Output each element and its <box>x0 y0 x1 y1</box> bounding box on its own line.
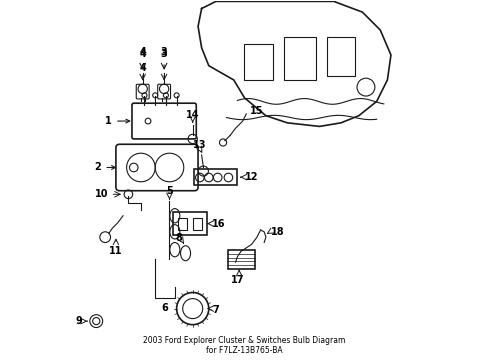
Text: 17: 17 <box>230 275 244 285</box>
Text: 15: 15 <box>249 107 263 116</box>
Text: 8: 8 <box>175 233 182 243</box>
Text: 4: 4 <box>139 63 146 73</box>
Text: 2: 2 <box>95 162 115 172</box>
Text: 3: 3 <box>161 47 167 57</box>
Bar <box>173 212 206 235</box>
Text: 10: 10 <box>95 189 108 199</box>
Bar <box>178 217 187 230</box>
Text: 11: 11 <box>109 246 122 256</box>
Text: 12: 12 <box>244 172 258 182</box>
Text: 5: 5 <box>166 186 172 196</box>
Bar <box>194 169 237 185</box>
Text: 13: 13 <box>193 140 206 150</box>
Text: 4: 4 <box>139 49 146 59</box>
Text: 7: 7 <box>212 305 219 315</box>
Bar <box>228 249 255 269</box>
Text: 14: 14 <box>185 110 199 120</box>
Text: 4: 4 <box>139 47 146 57</box>
Text: 2003 Ford Explorer Cluster & Switches Bulb Diagram
for F7LZ-13B765-BA: 2003 Ford Explorer Cluster & Switches Bu… <box>143 336 345 355</box>
Text: 18: 18 <box>271 227 285 237</box>
Text: 6: 6 <box>162 303 168 313</box>
Text: 16: 16 <box>212 219 225 229</box>
Bar <box>192 217 201 230</box>
Text: 3: 3 <box>161 49 167 59</box>
Text: 1: 1 <box>105 116 129 126</box>
Text: 9: 9 <box>75 316 82 326</box>
